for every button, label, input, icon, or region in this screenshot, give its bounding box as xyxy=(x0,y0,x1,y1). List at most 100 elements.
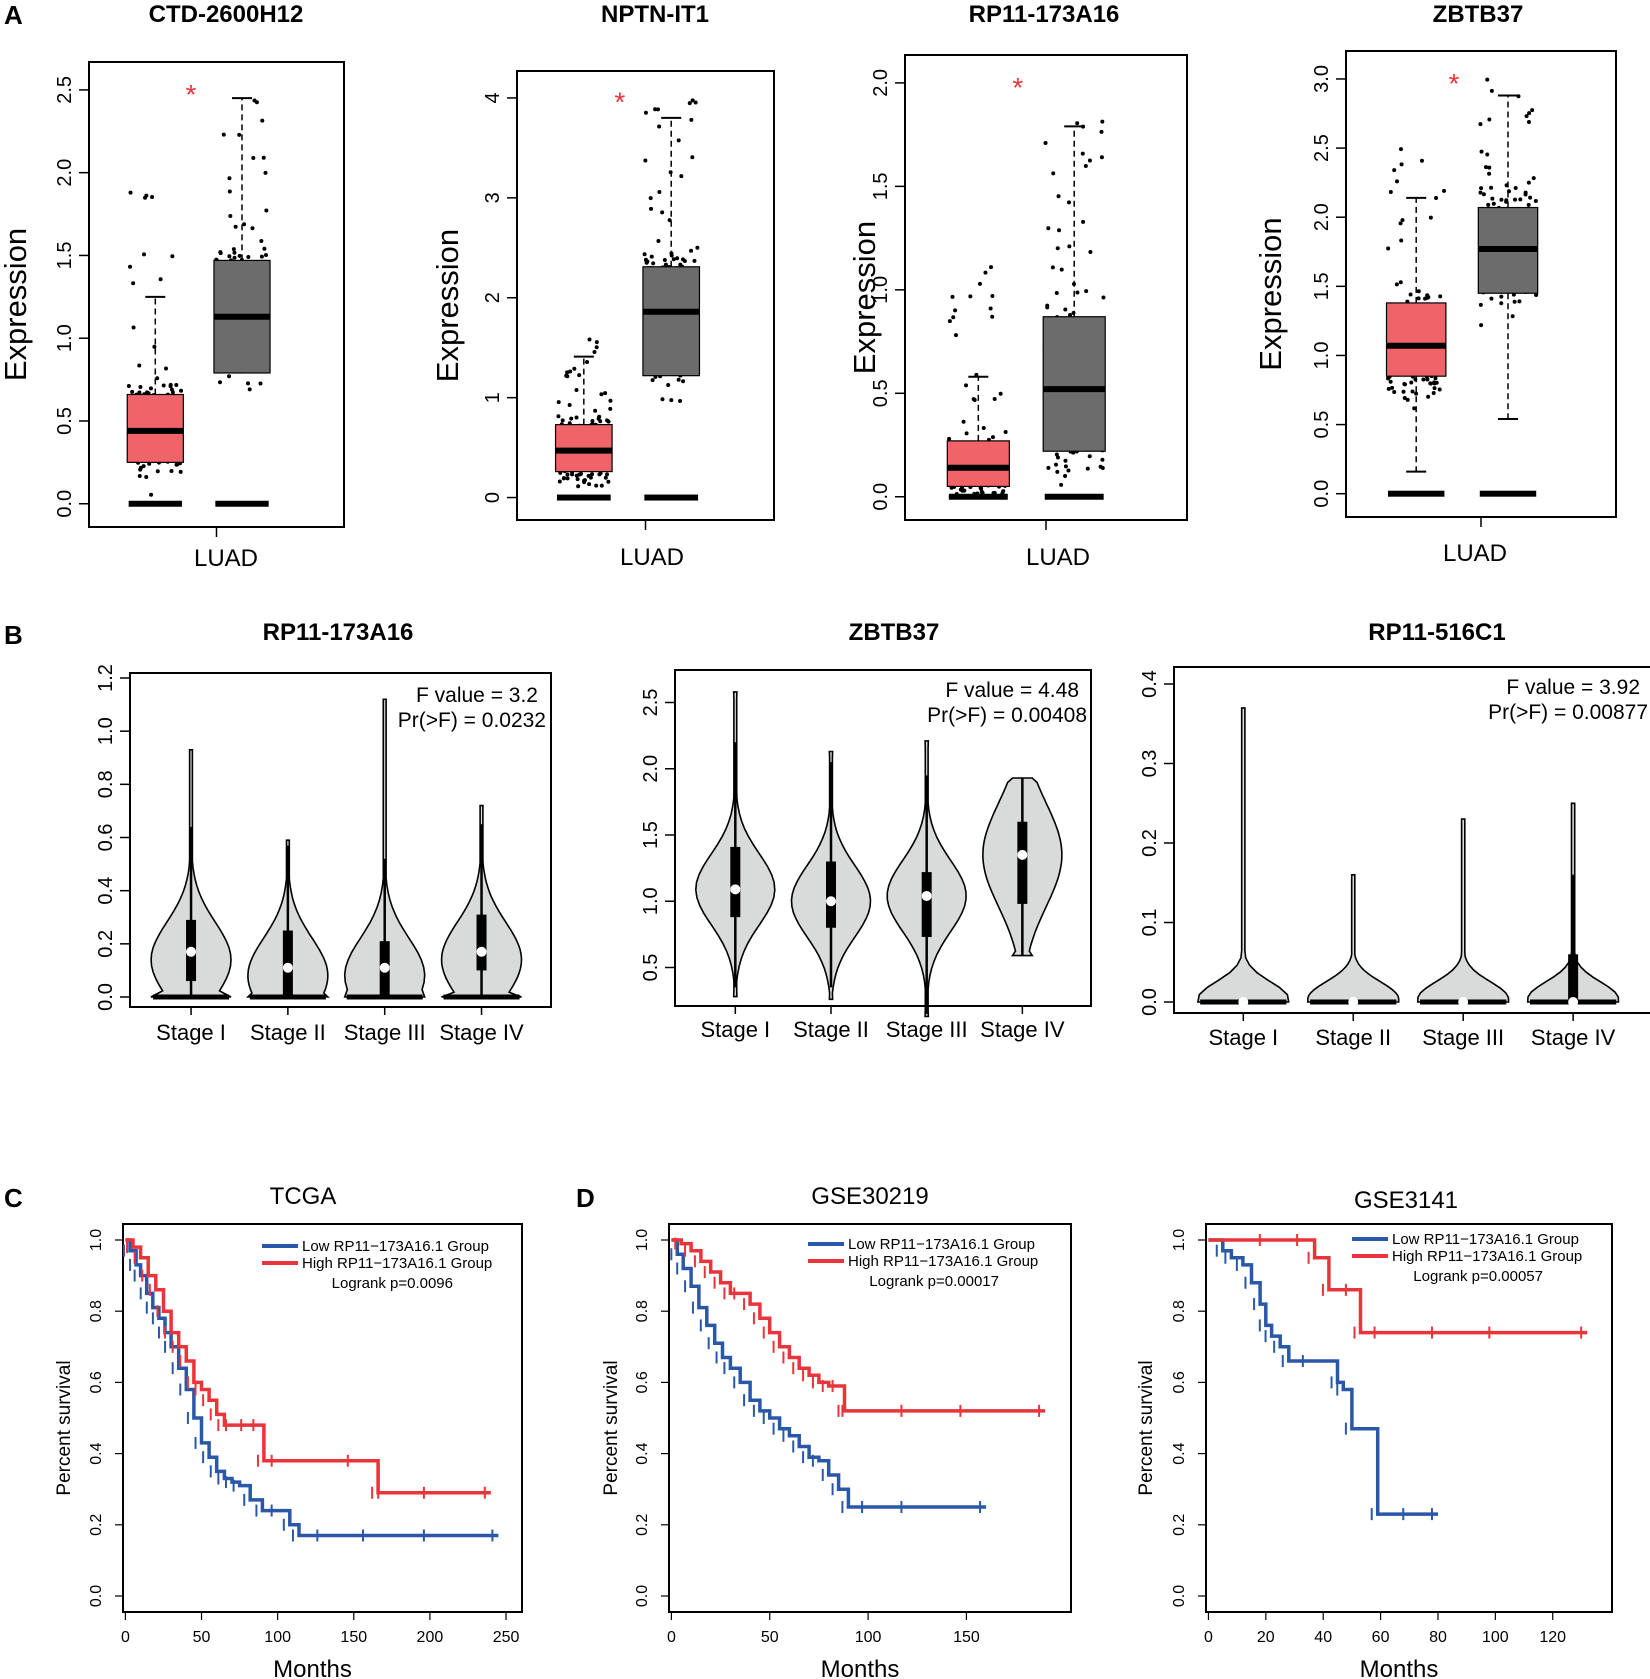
violin-ytick-label: 0.5 xyxy=(640,954,662,982)
data-point xyxy=(660,210,665,215)
data-point xyxy=(961,419,966,424)
km-curve-low xyxy=(125,1238,499,1538)
data-point xyxy=(947,319,952,324)
data-point xyxy=(155,469,160,474)
plot-frame xyxy=(122,1223,523,1613)
p-value: Pr(>F) = 0.00408 xyxy=(927,704,1087,727)
km-ytick-label: 0.2 xyxy=(88,1514,105,1536)
violin-ytick-label: 0.6 xyxy=(95,824,117,852)
data-point xyxy=(605,472,610,477)
km-xlabel: Months xyxy=(1360,1656,1439,1679)
violin-median-dot xyxy=(282,962,293,973)
data-point xyxy=(657,189,662,194)
data-point xyxy=(1432,381,1437,386)
data-point xyxy=(1487,165,1492,170)
violin-ytick-label: 0.8 xyxy=(95,770,117,798)
data-point xyxy=(1063,458,1068,463)
data-point xyxy=(1067,200,1072,205)
data-point xyxy=(1392,168,1397,173)
data-point xyxy=(642,252,647,257)
box-ytick-label: 0.0 xyxy=(870,483,892,511)
box-ytick-label: 3.0 xyxy=(1311,65,1333,93)
data-point xyxy=(653,107,658,112)
data-point xyxy=(1087,454,1092,459)
km-title: GSE3141 xyxy=(1354,1187,1458,1214)
data-point xyxy=(218,380,223,385)
box-ylabel: Expression xyxy=(430,229,465,382)
data-point xyxy=(1483,165,1488,170)
data-point xyxy=(258,381,263,386)
data-point xyxy=(1513,197,1518,202)
data-point xyxy=(1388,190,1393,195)
data-point xyxy=(1398,280,1403,285)
data-point xyxy=(178,469,183,474)
data-point xyxy=(947,436,952,441)
violin-median-dot xyxy=(921,890,932,901)
violin-shape xyxy=(1196,707,1290,1003)
km-ytick-label: 0.2 xyxy=(634,1514,651,1536)
violin-ytick-label: 0.3 xyxy=(1139,750,1161,778)
km-ytick-label: 0.6 xyxy=(634,1371,651,1393)
violin-ytick-label: 0.0 xyxy=(1139,988,1161,1016)
violin-median-dot xyxy=(730,884,741,895)
data-point xyxy=(968,294,973,299)
f-value: F value = 3.2 xyxy=(416,684,538,707)
data-point xyxy=(242,222,247,227)
data-point xyxy=(1479,186,1484,191)
box-ytick-label: 0.5 xyxy=(1311,411,1333,439)
data-point xyxy=(1386,386,1391,391)
data-point xyxy=(676,138,681,143)
data-point xyxy=(1526,202,1531,207)
f-value: F value = 3.92 xyxy=(1506,676,1640,699)
km-ytick-label: 1.0 xyxy=(1171,1229,1188,1251)
violin-panel-2: ZBTB37 0.5 1.0 1.5 2.0 2.5 F value = 4.48Pr(>F… xyxy=(640,619,1092,1042)
data-point xyxy=(1504,198,1509,203)
data-point xyxy=(1489,296,1494,301)
violin-ytick-label: 1.0 xyxy=(95,717,117,745)
violin-iqr-box xyxy=(826,861,836,928)
data-point xyxy=(576,484,581,489)
data-point xyxy=(1527,111,1532,116)
violin-ytick-label: 0.1 xyxy=(1139,909,1161,937)
data-point xyxy=(1055,469,1060,474)
data-point xyxy=(603,475,608,480)
data-point xyxy=(597,472,602,477)
data-point xyxy=(1437,387,1442,392)
data-point xyxy=(569,416,574,421)
data-point xyxy=(131,325,136,330)
data-point xyxy=(1059,267,1064,272)
data-point xyxy=(1489,88,1494,93)
data-point xyxy=(586,473,591,478)
data-point xyxy=(1512,299,1517,304)
km-xtick-label: 50 xyxy=(761,1629,779,1646)
km-curve-high xyxy=(671,1238,1046,1413)
data-point xyxy=(690,155,695,160)
data-point xyxy=(245,381,250,386)
data-point xyxy=(1518,197,1523,202)
data-point xyxy=(1055,455,1060,460)
violin-ytick-label: 0.0 xyxy=(95,983,117,1011)
violin-xtick-label: Stage IV xyxy=(439,1020,524,1045)
km-ytick-label: 0.0 xyxy=(634,1585,651,1607)
box-xlabel: LUAD xyxy=(1026,544,1090,571)
data-point xyxy=(953,333,958,338)
data-point xyxy=(603,391,608,396)
zero-points xyxy=(556,494,611,501)
km-xtick-label: 250 xyxy=(493,1629,520,1646)
data-point xyxy=(155,376,160,381)
data-point xyxy=(1066,468,1071,473)
violin-median-dot xyxy=(1458,997,1469,1007)
panel-letter-a: A xyxy=(4,0,23,30)
data-point xyxy=(572,366,577,371)
box-ytick-label: 1.0 xyxy=(1311,342,1333,370)
data-point xyxy=(1085,466,1090,471)
km-curve-high xyxy=(1208,1238,1588,1335)
data-point xyxy=(1059,482,1064,487)
data-point xyxy=(1063,473,1068,478)
data-point xyxy=(1400,218,1405,223)
box-ytick-label: 0.0 xyxy=(54,490,76,518)
violin-iqr-box xyxy=(921,872,932,938)
data-point xyxy=(254,100,259,105)
zero-points xyxy=(1044,493,1104,500)
violin-median-dot xyxy=(1568,997,1579,1007)
